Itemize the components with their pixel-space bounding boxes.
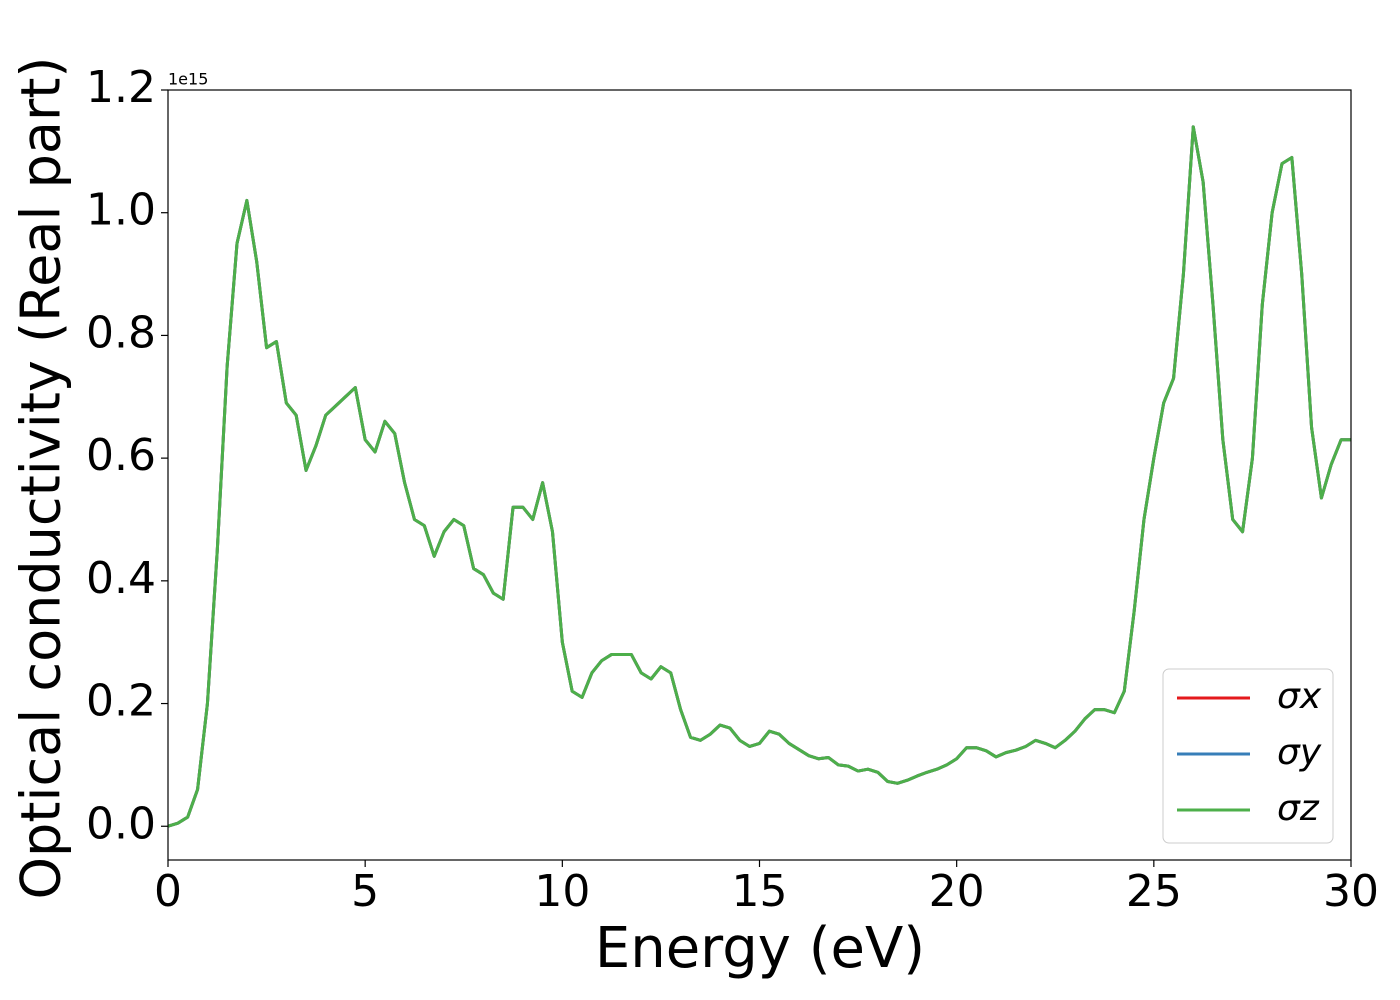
x-tick-label: 0 [154, 866, 182, 917]
x-tick-label: 20 [929, 866, 985, 917]
legend-label: σx [1277, 676, 1322, 717]
y-tick-label: 0.4 [86, 553, 156, 604]
x-tick-label: 10 [534, 866, 590, 917]
legend-label: σz [1277, 788, 1320, 829]
x-tick-label: 5 [351, 866, 379, 917]
y-tick-label: 0.8 [86, 307, 156, 358]
y-tick-label: 1.0 [86, 185, 156, 236]
x-tick-label: 15 [732, 866, 788, 917]
offset-text: 1e15 [168, 70, 208, 89]
plot-frame [167, 89, 1352, 861]
y-tick-label: 0.6 [86, 430, 156, 481]
legend-box [1162, 668, 1334, 844]
y-tick-label: 0.0 [86, 798, 156, 849]
x-axis-label: Energy (eV) [595, 916, 925, 981]
legend-label: σy [1277, 732, 1322, 773]
y-axis-label: Optical conductivity (Real part) [10, 57, 73, 900]
x-tick-label: 25 [1126, 866, 1182, 917]
y-tick-label: 1.2 [86, 62, 156, 113]
y-tick-label: 0.2 [86, 676, 156, 727]
data-line [168, 125, 1351, 828]
x-tick-label: 30 [1323, 866, 1379, 917]
